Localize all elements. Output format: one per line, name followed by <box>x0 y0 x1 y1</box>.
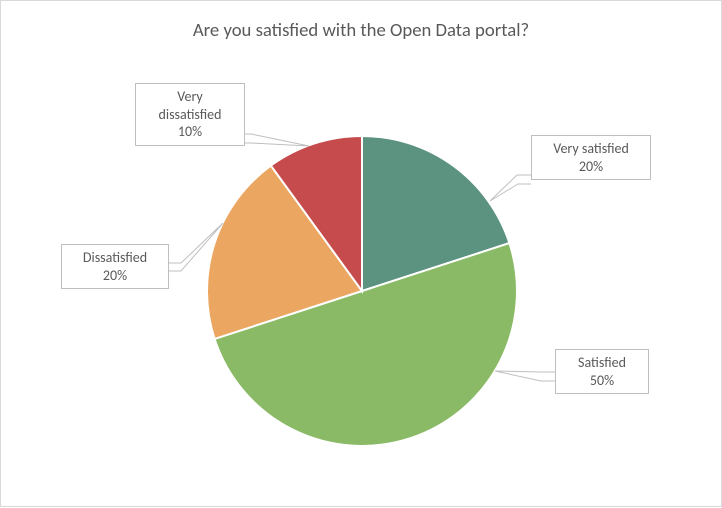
callout-label: Dissatisfied20% <box>61 244 169 289</box>
callout-percent: 20% <box>540 158 642 176</box>
callout-leader <box>490 175 531 201</box>
callout-percent: 10% <box>144 123 236 141</box>
callout-leader <box>243 134 309 146</box>
callout-text: Dissatisfied <box>70 249 160 267</box>
pie-chart-container: Are you satisfied with the Open Data por… <box>0 0 722 507</box>
callout-text: Very satisfied <box>540 140 642 158</box>
callout-label: Satisfied50% <box>555 349 649 394</box>
callout-label: Very dissatisfied10% <box>135 83 245 146</box>
callout-text: Very dissatisfied <box>144 88 236 123</box>
callout-label: Very satisfied20% <box>531 135 651 180</box>
callout-percent: 50% <box>564 372 640 390</box>
callout-leader <box>495 371 555 381</box>
callout-percent: 20% <box>70 267 160 285</box>
callout-text: Satisfied <box>564 354 640 372</box>
